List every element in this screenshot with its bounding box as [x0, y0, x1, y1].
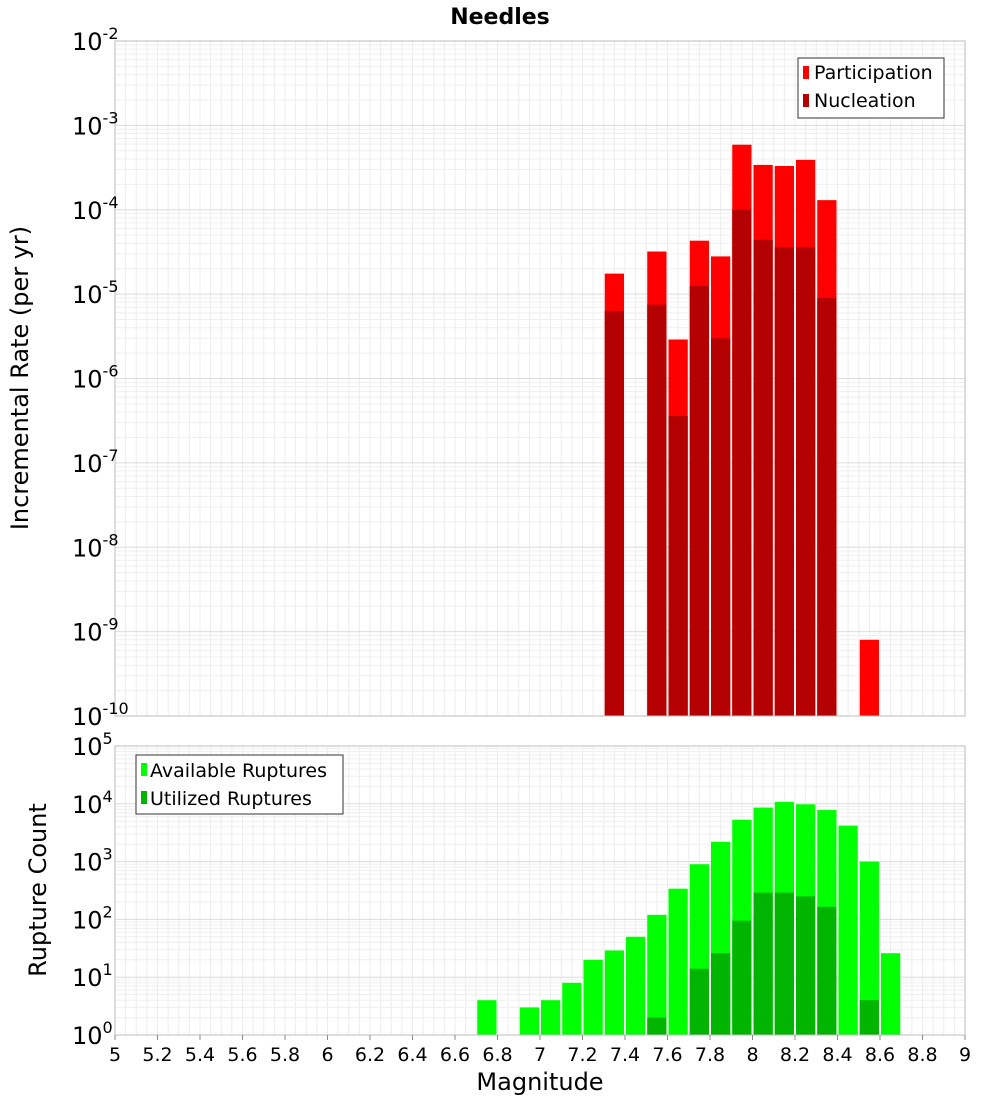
bar-nucleation [732, 209, 752, 716]
x-tick-label: 7.8 [695, 1044, 725, 1066]
bar-utilized-ruptures [711, 953, 731, 1035]
top-plot-frame [114, 40, 966, 717]
bar-available-ruptures [562, 982, 582, 1035]
bottom-y-ticks: 100 101 102 103 104 105 [72, 729, 113, 1050]
x-tick-label: 9 [959, 1044, 971, 1066]
legend-label-nucleation: Nucleation [814, 90, 916, 112]
bottom-legend: Available Ruptures Utilized Ruptures [135, 754, 344, 815]
bar-available-ruptures [647, 914, 667, 1035]
y-tick-label: 10-6 [72, 362, 119, 394]
y-tick-label: 10-3 [72, 108, 119, 140]
bar-nucleation [711, 338, 731, 716]
x-tick-label: 6 [321, 1044, 333, 1066]
bar-utilized-ruptures [859, 1000, 879, 1035]
bottom-panel-bars [477, 801, 901, 1035]
bar-available-ruptures [519, 1007, 539, 1035]
bar-participation [859, 639, 879, 716]
x-tick-label: 6.6 [440, 1044, 470, 1066]
bar-nucleation [647, 304, 667, 716]
y-tick-label: 10-2 [72, 24, 119, 56]
x-tick-label: 7.4 [610, 1044, 640, 1066]
bar-nucleation [668, 415, 688, 716]
bar-nucleation [796, 247, 816, 716]
chart-title: Needles [450, 5, 550, 30]
bar-utilized-ruptures [647, 1017, 667, 1035]
bar-available-ruptures [477, 1000, 497, 1035]
bar-nucleation [817, 297, 837, 716]
x-tick-label: 8 [746, 1044, 758, 1066]
bar-nucleation [774, 247, 794, 716]
bar-utilized-ruptures [796, 896, 816, 1035]
y-tick-label: 10-8 [72, 530, 119, 562]
y-tick-label: 10-5 [72, 277, 119, 309]
legend-swatch-utilized [141, 791, 147, 804]
x-tick-label: 5 [109, 1044, 121, 1066]
y-tick-label: 100 [72, 1018, 113, 1050]
legend-swatch-nucleation [803, 94, 809, 107]
top-y-ticks: 10-10 10-9 10-8 10-7 10-6 10-5 10-4 10-3 10-2 [72, 24, 129, 731]
y-tick-label: 10-4 [72, 193, 119, 225]
x-tick-label: 6.2 [355, 1044, 385, 1066]
x-ticks: 5 5.2 5.4 5.6 5.8 6 6.2 6.4 6.6 6.8 7 7.2 7.4 7.6 7.8 8… [109, 1035, 971, 1066]
bar-available-ruptures [881, 953, 901, 1035]
x-tick-label: 8.2 [780, 1044, 810, 1066]
x-tick-label: 5.2 [142, 1044, 172, 1066]
legend-swatch-available [141, 763, 147, 776]
y-tick-label: 103 [72, 845, 113, 877]
legend-label-available: Available Ruptures [150, 760, 327, 782]
bar-utilized-ruptures [817, 906, 837, 1035]
x-tick-label: 8.6 [865, 1044, 895, 1066]
x-tick-label: 5.6 [227, 1044, 257, 1066]
top-y-axis-label: Incremental Rate (per yr) [6, 226, 34, 530]
legend-label-participation: Participation [814, 62, 933, 84]
x-tick-label: 6.4 [397, 1044, 427, 1066]
bar-available-ruptures [838, 825, 858, 1035]
y-tick-label: 102 [72, 902, 113, 934]
x-tick-label: 6.8 [482, 1044, 512, 1066]
bar-available-ruptures [668, 888, 688, 1035]
x-tick-label: 7.2 [567, 1044, 597, 1066]
legend-swatch-participation [803, 66, 809, 79]
top-panel-bars [604, 144, 879, 716]
legend-label-utilized: Utilized Ruptures [150, 788, 312, 810]
bar-available-ruptures [604, 950, 624, 1035]
x-axis-label: Magnitude [476, 1068, 603, 1096]
bar-available-ruptures [859, 861, 879, 1035]
bar-available-ruptures [583, 959, 603, 1035]
top-legend: Participation Nucleation [797, 57, 945, 119]
bar-utilized-ruptures [689, 968, 709, 1035]
bar-available-ruptures [626, 936, 646, 1035]
bar-utilized-ruptures [753, 892, 773, 1035]
y-tick-label: 10-10 [72, 699, 129, 731]
bar-utilized-ruptures [774, 892, 794, 1035]
y-tick-label: 101 [72, 960, 113, 992]
bar-nucleation [689, 285, 709, 716]
y-tick-label: 10-9 [72, 615, 119, 647]
x-tick-label: 8.8 [907, 1044, 937, 1066]
bar-utilized-ruptures [732, 920, 752, 1035]
x-tick-label: 8.4 [822, 1044, 852, 1066]
y-tick-label: 104 [72, 787, 113, 819]
x-tick-label: 7 [534, 1044, 546, 1066]
x-tick-label: 5.4 [185, 1044, 215, 1066]
y-tick-label: 10-7 [72, 446, 119, 478]
bar-available-ruptures [541, 1000, 561, 1035]
bar-nucleation [604, 311, 624, 716]
bar-nucleation [753, 239, 773, 716]
x-tick-label: 7.6 [652, 1044, 682, 1066]
top-panel-grid [114, 41, 966, 717]
bottom-y-axis-label: Rupture Count [24, 803, 52, 977]
y-tick-label: 105 [72, 729, 113, 761]
x-tick-label: 5.8 [270, 1044, 300, 1066]
